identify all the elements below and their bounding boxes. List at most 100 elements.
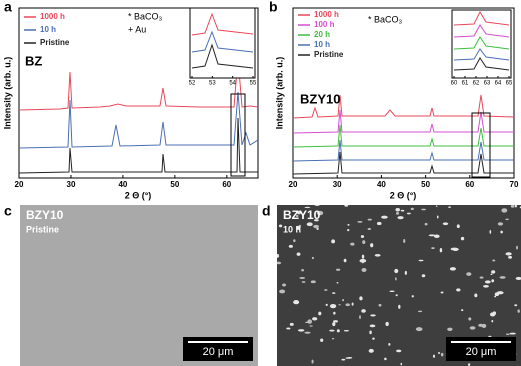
particle [345, 357, 352, 359]
sample-label: BZY10 [283, 208, 321, 222]
particle [338, 304, 341, 306]
particle [304, 331, 311, 334]
particle [299, 224, 301, 229]
legend-label: 10 h [40, 25, 56, 34]
particle [332, 292, 336, 294]
particle [324, 289, 328, 291]
panel-label: d [262, 203, 271, 219]
particle [277, 253, 280, 258]
particle [461, 309, 464, 312]
particle [491, 270, 496, 274]
particle [500, 230, 503, 234]
particle [478, 323, 484, 327]
particle [516, 245, 518, 250]
particle [468, 317, 472, 321]
plot-frame [292, 7, 515, 179]
inset-tick-label: 54 [229, 81, 236, 87]
legend-label: 1000 h [40, 12, 65, 21]
particle [314, 205, 320, 206]
particle [367, 218, 372, 221]
particle [497, 222, 504, 226]
annotation: * BaCO₃ [128, 11, 163, 21]
particle [388, 342, 391, 346]
x-tick-label: 30 [333, 180, 342, 189]
particle [367, 227, 372, 230]
particle [316, 227, 319, 230]
particle [450, 247, 458, 251]
particle [394, 268, 399, 274]
particle [370, 314, 376, 317]
x-tick-label: 60 [222, 180, 231, 189]
particle [277, 261, 282, 265]
particle [304, 206, 311, 209]
sample-label: BZY10 [300, 91, 340, 106]
scale-bar-label: 20 μm [203, 346, 234, 358]
inset-tick-label: 62 [473, 81, 480, 87]
particle [501, 208, 508, 213]
particle [336, 329, 340, 333]
particle [309, 325, 313, 327]
inset-tick-label: 64 [495, 81, 502, 87]
particle [456, 288, 461, 292]
legend-label: Pristine [40, 38, 70, 47]
panel-label: c [4, 203, 12, 219]
particle [403, 238, 406, 243]
particle [435, 205, 438, 208]
legend-label: 1000 h [314, 10, 339, 19]
particle [293, 299, 300, 305]
x-tick-label: 60 [465, 180, 474, 189]
particle [369, 330, 372, 335]
particle [415, 327, 423, 332]
particle [406, 212, 411, 215]
particle [357, 220, 363, 223]
x-axis-label: 2 Θ (°) [125, 190, 152, 200]
particle [329, 329, 335, 332]
inset [451, 9, 512, 79]
plot-frame [18, 7, 259, 179]
particles [277, 205, 521, 366]
particle [279, 289, 286, 294]
particle [336, 281, 339, 284]
particle [333, 311, 336, 315]
particle [428, 234, 436, 237]
condition-label: 10 h [283, 224, 301, 234]
particle [510, 205, 515, 208]
particle [311, 359, 314, 364]
particle [313, 224, 320, 229]
inset-tick-label: 55 [250, 81, 257, 87]
inset-tick-label: 61 [462, 81, 469, 87]
particle [370, 243, 374, 248]
particle [489, 312, 496, 317]
particle [395, 208, 400, 212]
particle [421, 274, 426, 278]
inset-tick-label: 60 [451, 81, 458, 87]
particle [411, 295, 414, 298]
particle [418, 259, 424, 262]
particle [517, 309, 520, 313]
particle [336, 268, 341, 271]
scale-bar-label: 20 μm [466, 346, 497, 358]
particle [456, 224, 460, 229]
particle [288, 244, 293, 248]
particle [320, 338, 324, 342]
particle [318, 311, 322, 316]
inset-tick-label: 52 [189, 81, 196, 87]
particle [306, 222, 313, 227]
particle [368, 348, 374, 353]
particle [351, 302, 354, 306]
x-tick-label: 20 [15, 180, 24, 189]
particle [460, 236, 465, 241]
particle [505, 252, 512, 256]
particle [492, 259, 496, 262]
particle [297, 329, 305, 332]
particle [316, 210, 324, 216]
particle [311, 256, 314, 260]
particle [286, 327, 291, 330]
particle [484, 280, 491, 284]
x-tick-label: 20 [289, 180, 298, 189]
panel-label: a [4, 0, 12, 15]
particle [432, 354, 436, 358]
x-tick-label: 70 [510, 180, 519, 189]
particle [359, 296, 363, 301]
particle [514, 304, 518, 307]
